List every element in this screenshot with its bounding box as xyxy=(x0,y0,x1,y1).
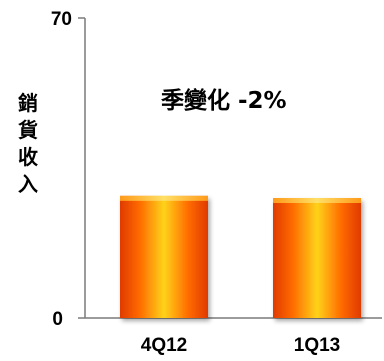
bar-body-1q13 xyxy=(273,198,361,318)
y-tick-label-zero: 0 xyxy=(52,309,63,330)
category-label-1q13: 1Q13 xyxy=(294,335,340,356)
bar-top-4q12 xyxy=(120,195,208,201)
y-tick-label-max: 70 xyxy=(51,9,72,30)
bar-top-1q13 xyxy=(273,198,361,203)
bar-body-4q12 xyxy=(120,195,208,318)
y-axis-label-char: 銷 xyxy=(18,91,38,115)
y-axis-label-char: 入 xyxy=(18,172,38,196)
y-axis-label-char: 貨 xyxy=(18,118,38,142)
y-axis-label-char: 收 xyxy=(18,145,38,169)
change-annotation: 季變化 -2% xyxy=(161,87,287,114)
category-labels-group: 4Q12 1Q13 xyxy=(141,335,340,356)
category-label-4q12: 4Q12 xyxy=(141,335,187,356)
bars-group xyxy=(120,195,361,318)
bar-1q13 xyxy=(273,198,361,318)
bar-4q12 xyxy=(120,195,208,318)
